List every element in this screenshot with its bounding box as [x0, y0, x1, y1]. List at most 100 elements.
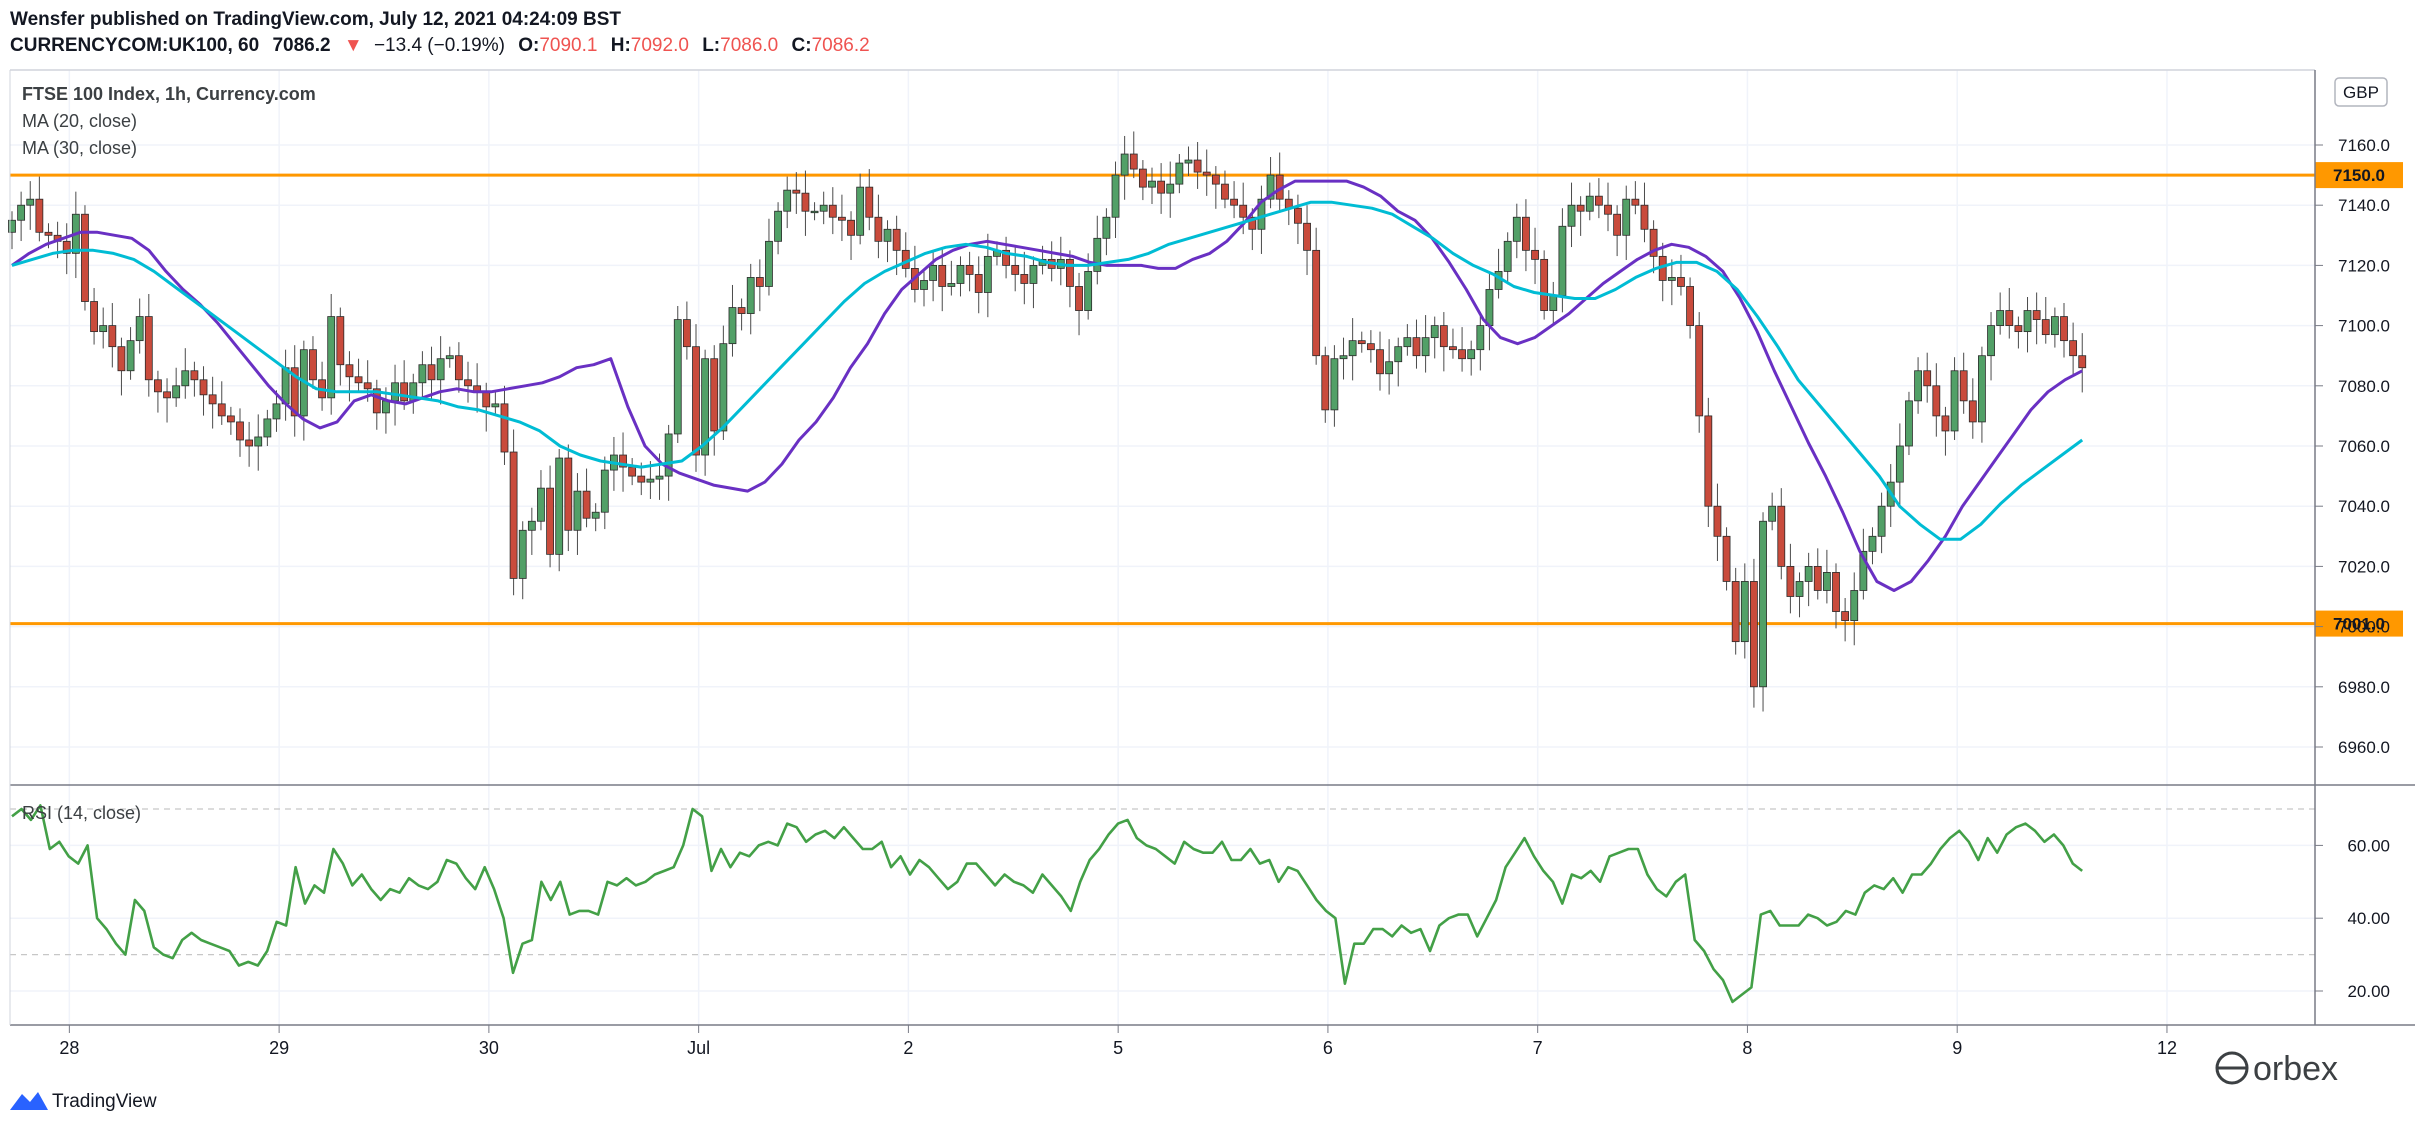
candle: [701, 349, 710, 476]
candle: [1649, 220, 1658, 274]
candle: [728, 284, 737, 357]
candle: [1567, 182, 1576, 248]
candle: [710, 345, 719, 456]
candle: [281, 349, 290, 421]
time-tick-label: 12: [2157, 1038, 2177, 1058]
instrument-legend[interactable]: FTSE 100 Index, 1h, Currency.com: [22, 84, 316, 104]
grid-lines: [10, 70, 2315, 1025]
currency-badge[interactable]: [2334, 77, 2388, 107]
candle: [226, 406, 235, 435]
tradingview-logo-icon: [10, 1092, 48, 1110]
candle: [1020, 251, 1029, 305]
candle: [1822, 549, 1831, 604]
candle: [1357, 331, 1366, 353]
candle: [290, 345, 299, 437]
time-tick-label: 30: [479, 1038, 499, 1058]
candle: [947, 260, 956, 296]
candle: [1175, 154, 1184, 194]
time-tick-label: 6: [1323, 1038, 1333, 1058]
time-tick-label: 5: [1113, 1038, 1123, 1058]
candle: [1804, 552, 1813, 607]
candle: [1622, 185, 1631, 260]
candle: [1759, 512, 1767, 712]
candle: [1932, 363, 1941, 437]
candle: [1230, 181, 1238, 219]
candle: [62, 223, 71, 275]
candle: [1713, 483, 1722, 561]
candle: [199, 366, 208, 416]
high-value: 7092.0: [631, 35, 689, 56]
candle: [327, 293, 336, 415]
price-tick-label: 7020.0: [2338, 557, 2390, 576]
close-value: 7086.2: [812, 35, 870, 56]
candle: [527, 507, 536, 555]
rsi-legend[interactable]: RSI (14, close): [22, 803, 141, 823]
candle: [154, 370, 162, 413]
candle: [646, 461, 655, 499]
candle: [1640, 182, 1649, 243]
price-tick-label: 7100.0: [2338, 317, 2390, 336]
candle: [1266, 157, 1275, 209]
candle: [591, 503, 600, 532]
candle: [1631, 181, 1640, 215]
candle: [1166, 161, 1175, 218]
candle: [847, 211, 855, 260]
open-value: 7090.1: [539, 35, 597, 56]
candle: [1485, 271, 1494, 351]
candle: [1740, 563, 1749, 659]
candle: [965, 251, 974, 292]
candle: [1303, 205, 1311, 276]
candle: [1686, 277, 1694, 339]
candle: [1522, 199, 1530, 272]
candle: [1412, 319, 1421, 369]
candle: [1959, 352, 1968, 414]
candle: [582, 468, 591, 528]
candle: [108, 303, 117, 368]
rsi-tick-label: 60.00: [2347, 836, 2390, 855]
candle: [1312, 227, 1321, 365]
currency-label: GBP: [2343, 83, 2379, 102]
candle: [1394, 337, 1403, 387]
candle: [1658, 242, 1667, 302]
candle: [1832, 563, 1840, 629]
candle: [1449, 328, 1457, 359]
rsi-tick-label: 40.00: [2347, 909, 2390, 928]
svg-text:orbex: orbex: [2253, 1050, 2338, 1088]
candle: [2032, 292, 2041, 345]
time-tick-label: 29: [269, 1038, 289, 1058]
candle: [1366, 330, 1375, 363]
candle: [2050, 307, 2059, 348]
ma20-legend[interactable]: MA (20, close): [22, 111, 137, 131]
candle: [1950, 357, 1959, 440]
ma30-legend[interactable]: MA (30, close): [22, 138, 137, 158]
candle: [1476, 312, 1485, 371]
candle: [464, 361, 472, 403]
candle: [1120, 135, 1129, 200]
ma-line: [11, 200, 2084, 541]
candle: [354, 358, 363, 392]
low-value: 7086.0: [720, 35, 778, 56]
candle: [1996, 292, 2005, 335]
level-price-tag: [2315, 162, 2403, 189]
candle: [1895, 423, 1904, 507]
candle: [491, 390, 500, 416]
candle: [217, 381, 226, 425]
candle: [1777, 488, 1786, 580]
candle: [427, 346, 436, 401]
candle: [445, 346, 454, 368]
candle: [1129, 131, 1138, 179]
time-tick-label: 2: [903, 1038, 913, 1058]
candle: [865, 169, 874, 231]
candle: [1978, 346, 1986, 443]
down-arrow-icon: ▼: [344, 35, 363, 56]
candle: [1914, 357, 1922, 414]
candle: [1877, 492, 1886, 554]
publisher-line: Wensfer published on TradingView.com, Ju…: [10, 9, 621, 30]
candle: [1594, 178, 1603, 219]
candle: [26, 181, 35, 230]
candle: [1093, 215, 1102, 285]
candle: [1494, 248, 1503, 299]
candle: [974, 256, 983, 314]
axes: [9, 69, 2415, 1033]
